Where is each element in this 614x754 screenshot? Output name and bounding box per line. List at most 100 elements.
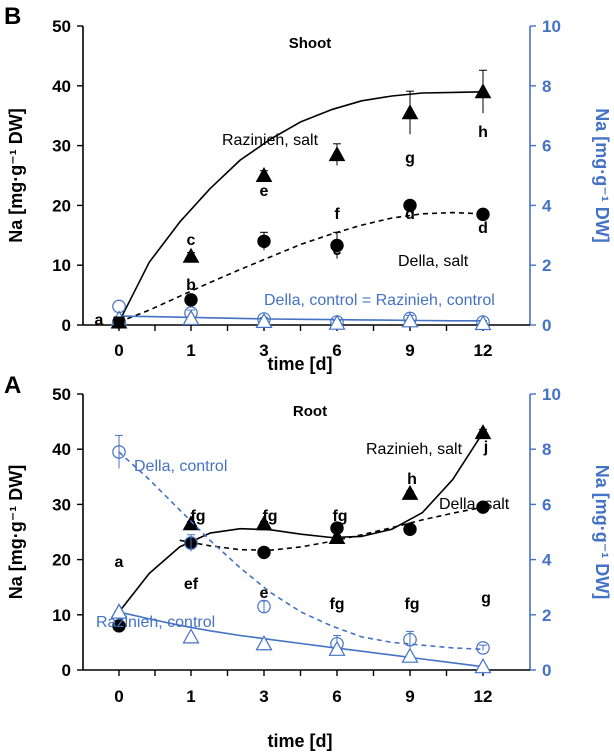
x-axis-title: time [d] (268, 731, 333, 751)
data-point (182, 515, 200, 531)
data-point (113, 316, 125, 328)
chart-panel-shoot: 0 10 20 30 40 50 0 2 4 6 8 10 0 1 3 6 9 12 time [d] Na [mg·… (4, 3, 612, 374)
chart-title: Shoot (289, 35, 332, 52)
annotation-della-salt: Della, salt (398, 253, 469, 270)
y-tick-label-left: 40 (52, 440, 71, 459)
y-tick-label-left: 40 (52, 77, 71, 96)
annotation-razinieh-control: Razinieh, control (96, 614, 215, 631)
y-tick-label-right: 8 (542, 440, 551, 459)
y-tick-label-right: 4 (542, 551, 552, 570)
x-tick-label: 1 (186, 341, 195, 360)
y-tick-label-left: 10 (52, 256, 71, 275)
y-tick-label-right: 10 (542, 385, 561, 404)
fit-line (118, 91, 484, 323)
y-tick-label-right: 0 (542, 661, 551, 680)
y-axis-title-right: Na [mg·g⁻¹ DW] (592, 465, 612, 599)
significance-letter: c (187, 232, 196, 249)
data-point (257, 545, 271, 560)
significance-letter: a (115, 554, 124, 571)
x-tick-label: 12 (474, 341, 493, 360)
y-tick-label-left: 50 (52, 385, 71, 404)
significance-letter: a (95, 312, 104, 329)
y-tick-label-right: 2 (542, 606, 551, 625)
y-tick-label-right: 8 (542, 77, 551, 96)
data-point (328, 314, 346, 330)
y-tick-label-left: 30 (52, 137, 71, 156)
y-tick-label-right: 10 (542, 17, 561, 36)
series-della-salt (112, 500, 490, 633)
data-point (328, 640, 346, 656)
fit-line (118, 211, 484, 323)
fit-line (118, 611, 484, 668)
x-tick-label: 1 (186, 687, 195, 706)
fit-line (118, 315, 483, 322)
y-tick-label-right: 6 (542, 495, 551, 514)
data-point (401, 312, 419, 328)
significance-letter: d (405, 206, 415, 223)
data-point (255, 312, 273, 329)
significance-letter: e (260, 183, 269, 200)
x-tick-label: 0 (114, 341, 123, 360)
series-razinieh-salt (110, 424, 492, 619)
annotation-razinieh-salt: Razinieh, salt (366, 441, 463, 458)
data-point (401, 484, 419, 500)
significance-letter: c (260, 235, 269, 252)
data-point (476, 641, 490, 655)
x-tick-label: 0 (114, 687, 123, 706)
data-point (182, 628, 200, 644)
y-tick-label-left: 20 (52, 196, 71, 215)
significance-letter: e (260, 585, 269, 602)
y-tick-label-right: 4 (542, 196, 552, 215)
significance-letter: fg (190, 508, 205, 525)
data-point (182, 309, 200, 326)
data-point (182, 247, 200, 263)
significance-letter: fg (262, 508, 277, 525)
data-point (112, 445, 126, 459)
annotation-razinieh-salt: Razinieh, salt (222, 132, 319, 149)
y-tick-label-left: 30 (52, 495, 71, 514)
x-tick-label: 3 (259, 687, 268, 706)
data-point (257, 234, 271, 248)
data-point (401, 104, 419, 120)
significance-letter: g (481, 590, 491, 607)
data-point (476, 500, 490, 514)
data-point (255, 635, 273, 651)
y-tick-label-left: 20 (52, 551, 71, 570)
data-point (403, 198, 417, 213)
y-tick-label-left: 0 (62, 316, 71, 335)
y-tick-label-left: 0 (62, 661, 71, 680)
data-point (474, 83, 492, 99)
data-point (184, 536, 198, 550)
data-point (255, 166, 273, 182)
panel-label: A (4, 372, 21, 399)
y-axis-title-left: Na [mg·g⁻¹ DW] (6, 108, 26, 242)
significance-letter: c (333, 242, 342, 259)
significance-letter: j (483, 439, 488, 456)
x-tick-label: 6 (332, 341, 341, 360)
x-tick-label: 3 (259, 341, 268, 360)
x-tick-label: 9 (405, 341, 414, 360)
y-tick-label-right: 2 (542, 256, 551, 275)
fit-line (118, 432, 484, 613)
y-tick-label-left: 50 (52, 17, 71, 36)
fit-line (118, 451, 484, 651)
annotation-della-control: Della, control (134, 458, 227, 475)
significance-letter: ef (184, 576, 199, 593)
significance-letter: g (405, 150, 415, 167)
significance-letter: fg (329, 596, 344, 613)
data-point (401, 647, 419, 663)
significance-letter: h (478, 124, 488, 141)
data-point (328, 146, 346, 162)
x-axis-title: time [d] (268, 354, 333, 374)
data-point (257, 599, 271, 614)
data-point (184, 293, 198, 307)
data-point (474, 657, 492, 674)
data-point (474, 314, 492, 331)
chart-title: Root (293, 403, 327, 420)
fit-line (179, 506, 484, 551)
annotation-della-salt: Della, salt (439, 496, 510, 513)
x-tick-label: 9 (405, 687, 414, 706)
data-point (330, 521, 344, 535)
data-point (110, 603, 128, 619)
